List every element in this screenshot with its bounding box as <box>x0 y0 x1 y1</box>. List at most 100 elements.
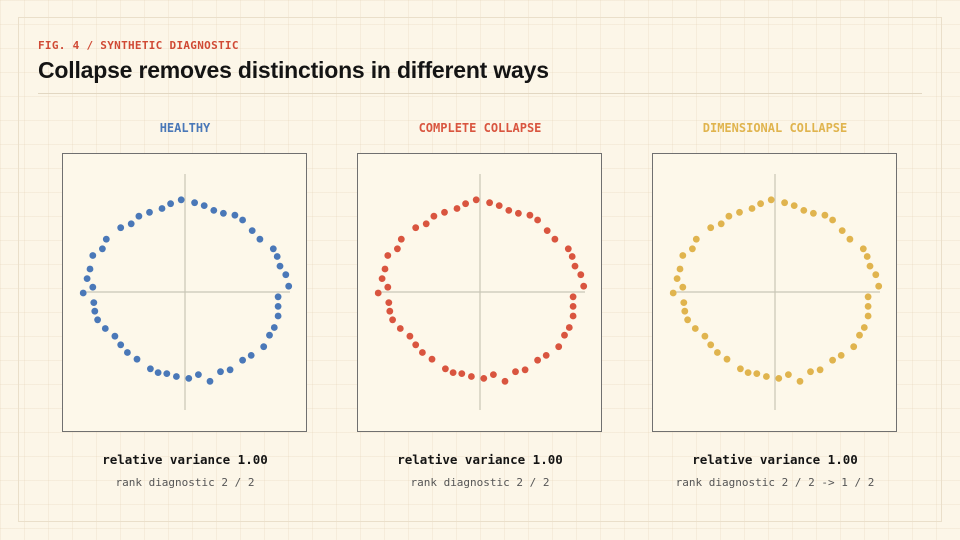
data-point <box>185 375 193 382</box>
data-point <box>273 253 281 260</box>
data-point <box>191 199 199 207</box>
data-point <box>274 293 282 301</box>
data-point <box>442 365 449 373</box>
metric-dimensional-collapse: relative variance 1.00 <box>692 452 858 467</box>
data-point <box>389 316 396 324</box>
data-point <box>701 332 709 340</box>
data-point <box>374 289 382 297</box>
data-point <box>449 369 457 376</box>
figure-frame <box>18 17 942 522</box>
data-point <box>167 200 174 208</box>
data-point <box>217 368 224 376</box>
data-point <box>515 209 522 217</box>
data-point <box>89 252 97 259</box>
data-point <box>158 205 166 212</box>
data-point <box>501 377 509 385</box>
data-point <box>736 208 743 216</box>
data-point <box>117 224 125 232</box>
data-point <box>838 227 846 234</box>
data-point <box>422 220 430 228</box>
data-point <box>837 352 845 359</box>
data-point <box>453 205 461 212</box>
data-point <box>385 299 393 306</box>
data-point <box>274 312 282 320</box>
data-point <box>111 332 119 340</box>
data-point <box>430 212 438 220</box>
data-point <box>757 200 764 208</box>
data-point <box>458 370 466 377</box>
data-point <box>568 253 576 260</box>
metric-complete-collapse: relative variance 1.00 <box>397 452 563 467</box>
rank-dimensional-collapse: rank diagnostic 2 / 2 -> 1 / 2 <box>675 476 875 489</box>
data-point <box>707 341 715 349</box>
data-point <box>101 325 109 332</box>
data-point <box>785 371 792 378</box>
data-point <box>850 343 858 351</box>
data-point <box>669 289 677 297</box>
panel-title-dimensional-collapse: DIMENSIONAL COLLAPSE <box>702 121 848 135</box>
data-point <box>534 356 541 364</box>
data-point <box>117 341 125 349</box>
data-point <box>397 235 405 243</box>
data-point <box>725 212 733 220</box>
data-point <box>551 235 559 243</box>
data-point <box>177 196 185 204</box>
data-point <box>691 325 699 332</box>
data-point <box>386 307 394 315</box>
data-point <box>542 352 550 359</box>
data-point <box>396 325 404 332</box>
data-point <box>154 369 162 376</box>
data-point <box>86 265 94 273</box>
data-point <box>569 303 577 310</box>
data-point <box>807 368 814 376</box>
data-point <box>763 373 770 380</box>
data-point <box>564 245 572 253</box>
scatter-plot-healthy <box>79 174 293 410</box>
data-point <box>692 235 700 243</box>
data-point <box>577 271 585 279</box>
data-point <box>767 196 775 204</box>
data-point <box>285 282 293 290</box>
scatter-plot-dimensional-collapse <box>669 174 883 410</box>
data-point <box>781 199 788 207</box>
data-point <box>173 373 180 380</box>
data-point <box>723 355 731 363</box>
data-point <box>90 299 98 306</box>
data-point <box>800 207 808 214</box>
data-point <box>468 373 475 380</box>
data-point <box>462 200 469 208</box>
rank-healthy: rank diagnostic 2 / 2 <box>115 476 255 489</box>
data-point <box>580 282 588 290</box>
data-point <box>256 235 264 243</box>
data-point <box>543 227 551 234</box>
data-point <box>127 220 135 228</box>
figure-title: Collapse removes distinctions in differe… <box>38 57 549 83</box>
data-point <box>91 307 99 315</box>
data-point <box>872 271 880 279</box>
data-point <box>753 370 761 377</box>
plot-dimensional-collapse <box>652 153 897 432</box>
data-point <box>394 245 401 253</box>
data-point <box>195 371 202 378</box>
data-point <box>384 283 392 291</box>
data-point <box>220 209 227 217</box>
data-point <box>239 216 247 224</box>
data-point <box>163 370 171 377</box>
data-point <box>856 331 863 339</box>
data-point <box>239 356 247 364</box>
title-divider <box>38 93 922 94</box>
scatter-plot-complete-collapse <box>374 174 588 410</box>
data-point <box>384 252 392 259</box>
data-point <box>707 224 715 232</box>
data-point <box>679 252 687 259</box>
data-point <box>860 324 868 331</box>
data-point <box>512 368 519 376</box>
data-point <box>561 331 568 339</box>
data-point <box>486 199 493 207</box>
data-point <box>737 365 744 373</box>
data-point <box>274 303 282 310</box>
data-point <box>79 289 87 297</box>
data-point <box>569 293 577 301</box>
data-point <box>270 324 278 331</box>
data-point <box>829 216 836 224</box>
